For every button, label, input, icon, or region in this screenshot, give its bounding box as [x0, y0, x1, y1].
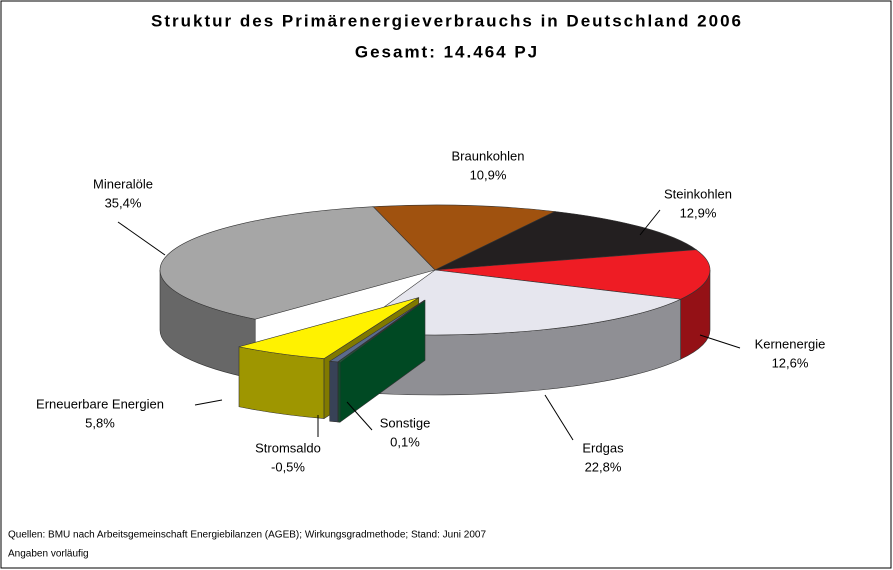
- leader-line: [544, 394, 574, 441]
- leader-line: [117, 221, 166, 256]
- leader-line: [699, 334, 741, 349]
- leader-line: [346, 401, 373, 431]
- pie-slice: [238, 297, 419, 359]
- value-label: 22,8%: [585, 459, 622, 474]
- source-note: Quellen: BMU nach Arbeitsgemeinschaft En…: [8, 530, 486, 541]
- leader-line: [639, 209, 661, 236]
- chart-title: Struktur des Primärenergieverbrauchs in …: [151, 11, 743, 30]
- slice-label: Steinkohlen: [664, 186, 732, 201]
- slice-label: Erneuerbare Energien: [36, 396, 164, 411]
- pie-slice: [159, 206, 436, 320]
- value-label: 10,9%: [470, 167, 507, 182]
- slice-label: Mineralöle: [93, 176, 153, 191]
- pie-slice: [434, 249, 711, 300]
- pie-slice: [337, 300, 426, 363]
- value-label: 35,4%: [105, 195, 142, 210]
- chart-subtitle: Gesamt: 14.464 PJ: [355, 42, 539, 61]
- source-note: Angaben vorläufig: [8, 549, 89, 560]
- value-label: 12,6%: [772, 355, 809, 370]
- slice-label: Erdgas: [582, 440, 624, 455]
- value-label: -0,5%: [271, 459, 305, 474]
- value-label: 12,9%: [680, 205, 717, 220]
- slice-label: Sonstige: [380, 415, 431, 430]
- value-label: 5,8%: [85, 415, 115, 430]
- pie-side: [329, 360, 339, 423]
- pie-slice: [372, 204, 556, 271]
- slice-label: Kernenergie: [755, 336, 826, 351]
- slice-label: Braunkohlen: [452, 148, 525, 163]
- slice-label: Stromsaldo: [255, 440, 321, 455]
- leader-line: [194, 399, 223, 406]
- pie-slice: [434, 211, 698, 271]
- value-label: 0,1%: [390, 434, 420, 449]
- pie-slice: [328, 299, 425, 363]
